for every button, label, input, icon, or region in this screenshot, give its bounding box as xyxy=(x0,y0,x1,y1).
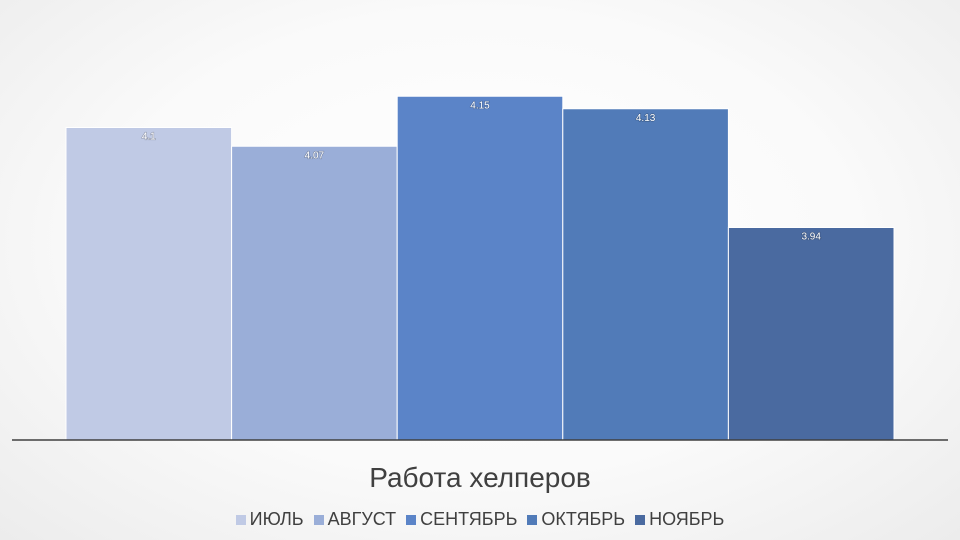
legend-item: ИЮЛЬ xyxy=(235,509,304,530)
legend-label: НОЯБРЬ xyxy=(649,509,725,529)
legend-label: ИЮЛЬ xyxy=(249,509,304,529)
legend-swatch xyxy=(235,514,246,525)
legend-swatch xyxy=(635,514,646,525)
legend-item: АВГУСТ xyxy=(313,509,397,530)
legend-item: ОКТЯБРЬ xyxy=(527,509,625,530)
legend-label: СЕНТЯБРЬ xyxy=(420,509,518,529)
data-label-4: 3.94 xyxy=(801,232,821,243)
data-label-2: 4.15 xyxy=(470,100,490,111)
bars-group xyxy=(65,95,895,441)
legend-label: ОКТЯБРЬ xyxy=(541,509,626,529)
data-labels-group: 4.1 4.07 4.15 4.13 3.94 xyxy=(141,100,822,243)
legend-swatch xyxy=(313,514,324,525)
data-label-3: 4.13 xyxy=(636,113,656,124)
data-label-0: 4.1 xyxy=(142,132,156,143)
legend-swatch xyxy=(406,514,417,525)
legend-label: АВГУСТ xyxy=(327,509,397,529)
bar-3 xyxy=(562,108,729,441)
legend: ИЮЛЬ АВГУСТ СЕНТЯБРЬ ОКТЯБРЬ НОЯБРЬ xyxy=(0,509,960,530)
bar-0 xyxy=(65,127,233,441)
legend-item: СЕНТЯБРЬ xyxy=(406,509,517,530)
legend-swatch xyxy=(527,514,538,525)
data-label-1: 4.07 xyxy=(305,150,325,161)
bar-1 xyxy=(231,145,398,441)
bar-2 xyxy=(396,95,564,441)
bar-4 xyxy=(727,227,895,441)
chart-title: Работа хелперов xyxy=(369,462,591,493)
legend-item: НОЯБРЬ xyxy=(635,509,724,530)
